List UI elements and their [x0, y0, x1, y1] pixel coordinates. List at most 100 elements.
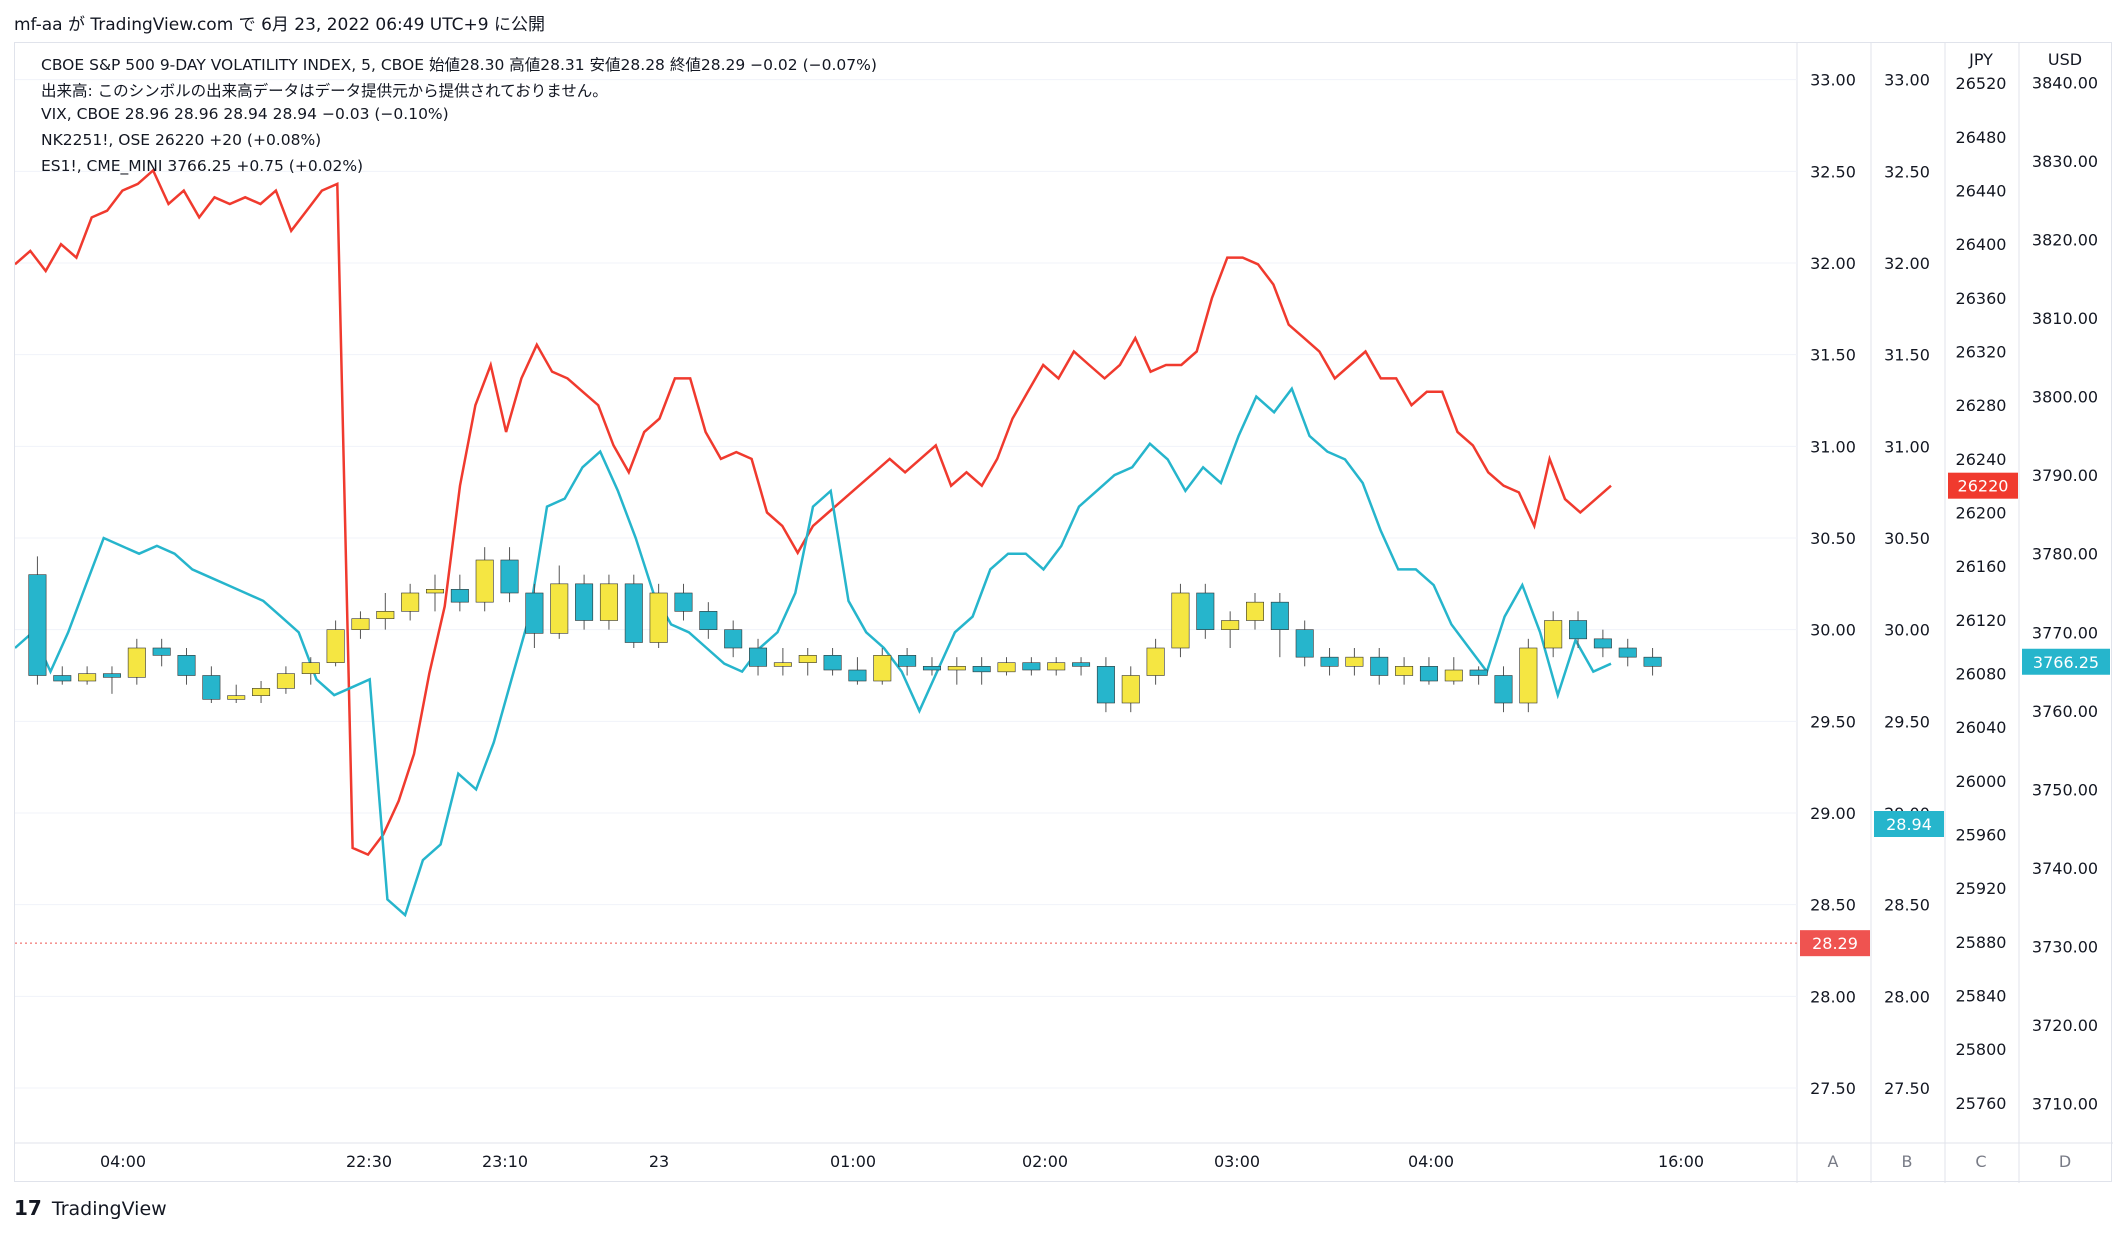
- vix-candle: [1295, 629, 1314, 658]
- vix-candle: [898, 655, 917, 667]
- vix-candle: [1320, 656, 1339, 667]
- axis-a-tick: 32.00: [1810, 254, 1856, 273]
- axis-a-tick: 31.50: [1810, 346, 1856, 365]
- vix-candle: [624, 583, 643, 643]
- axis-d-tick: 3720.00: [2032, 1016, 2098, 1035]
- axis-c-tick: 26280: [1956, 396, 2007, 415]
- axis-c-tick: 26040: [1956, 718, 2007, 737]
- vix-candle: [873, 655, 892, 682]
- axis-c-tick: 26120: [1956, 611, 2007, 630]
- vix-candle: [152, 647, 171, 656]
- axis-a-tick: 29.00: [1810, 804, 1856, 823]
- vix-candle: [1593, 638, 1612, 649]
- axis-d-tick: 3780.00: [2032, 545, 2098, 564]
- axis-d-tick: 3790.00: [2032, 466, 2098, 485]
- x-tick-label: 04:00: [1408, 1152, 1454, 1171]
- axis-c-tick: 26440: [1956, 182, 2007, 201]
- axis-d-tick: 3730.00: [2032, 938, 2098, 957]
- vix-candle: [575, 583, 594, 621]
- publish-header: mf-aa が TradingView.com で 6月 23, 2022 06…: [14, 15, 545, 35]
- vix-candle: [823, 655, 842, 671]
- vix-candle: [1072, 662, 1091, 667]
- vix-candle: [1395, 666, 1414, 676]
- axis-d-tick: 3800.00: [2032, 388, 2098, 407]
- axis-c-tick: 26080: [1956, 664, 2007, 683]
- axis-c-tick: 25800: [1956, 1040, 2007, 1059]
- vix-candle: [1494, 675, 1513, 704]
- nk-series-line: [15, 168, 1612, 857]
- axis-a-tick: 30.50: [1810, 529, 1856, 548]
- axis-d-unit: USD: [2048, 50, 2082, 69]
- axis-d-tick: 3810.00: [2032, 309, 2098, 328]
- vix-candle: [1643, 656, 1662, 667]
- vix-candle: [947, 666, 966, 671]
- vix-candle: [1047, 662, 1066, 671]
- vix-candle: [1270, 601, 1289, 630]
- axis-a-last-badge: 28.29: [1812, 934, 1858, 953]
- vix-candle: [177, 655, 196, 676]
- vix-candle: [599, 583, 618, 621]
- vix-candle: [649, 592, 668, 643]
- axis-c-tick: 25920: [1956, 879, 2007, 898]
- axis-c-last-badge-bg: [1948, 472, 2018, 499]
- x-tick-label: 04:00: [100, 1152, 146, 1171]
- legend-volume: 出来高: このシンボルの出来高データはデータ提供元から提供されておりません。: [41, 82, 608, 100]
- vix-candle: [1246, 601, 1264, 621]
- legend-nk: NK2251!, OSE 26220 +20 (+0.08%): [41, 131, 322, 149]
- legend-vix9d: CBOE S&P 500 9-DAY VOLATILITY INDEX, 5, …: [41, 56, 877, 74]
- x-tick-label: 22:30: [346, 1152, 392, 1171]
- vix-candle: [749, 647, 768, 667]
- axis-d-tick: 3770.00: [2032, 623, 2098, 642]
- axis-a-last-badge-bg: [1800, 930, 1870, 957]
- axis-a-tick: 29.50: [1810, 712, 1856, 731]
- chart-svg: 33.00 33.00 32.50 32.50 32.00 32.00 31.50 31.50…: [15, 43, 2113, 1183]
- vix-candle: [972, 666, 991, 673]
- axis-d-last-badge: 3766.25: [2033, 653, 2099, 672]
- vix-candle: [699, 611, 718, 630]
- axis-c-tick: 26200: [1956, 504, 2007, 523]
- axis-c-tick: 25960: [1956, 825, 2007, 844]
- axis-d-tick: 3840.00: [2032, 73, 2098, 92]
- axis-c-tick: 26320: [1956, 343, 2007, 362]
- axis-a-tick: 30.00: [1810, 621, 1856, 640]
- vix-candle: [1469, 669, 1488, 676]
- vix-candle: [1618, 647, 1637, 658]
- axis-c-label: C: [1975, 1152, 1986, 1171]
- vix-candle: [1096, 666, 1115, 704]
- x-tick-label: 01:00: [830, 1152, 876, 1171]
- axis-c-tick: 25880: [1956, 933, 2007, 952]
- axis-d-tick: 3750.00: [2032, 780, 2098, 799]
- axis-c-tick: 26160: [1956, 557, 2007, 576]
- axis-b-label: B: [1902, 1152, 1913, 1171]
- axis-b-last-badge: 28.94: [1886, 815, 1932, 834]
- axis-d-label: D: [2059, 1152, 2071, 1171]
- x-tick-label: 16:00: [1658, 1152, 1704, 1171]
- axis-c-tick: 26480: [1956, 128, 2007, 147]
- chart-pane[interactable]: 33.00 33.00 32.50 32.50 32.00 32.00 31.50 31.50…: [14, 42, 2113, 1183]
- x-tick-label: 23: [649, 1152, 669, 1171]
- vix-candle: [1370, 656, 1389, 676]
- axis-d-tick: 3710.00: [2032, 1095, 2098, 1114]
- vix-candle: [102, 673, 121, 678]
- axis-a-tick: 27.50: [1810, 1079, 1856, 1098]
- vix-candle: [351, 618, 370, 630]
- vix-candle: [1196, 592, 1215, 630]
- vix-candle: [127, 647, 146, 678]
- axis-a-tick: 33.00: [1810, 71, 1856, 90]
- axis-b-tick: 31.50: [1884, 346, 1930, 365]
- axis-a-tick: 28.50: [1810, 896, 1856, 915]
- vix-candle: [1345, 656, 1364, 667]
- axis-b-tick: 32.00: [1884, 254, 1930, 273]
- x-tick-label: 02:00: [1022, 1152, 1068, 1171]
- vix-candle: [1221, 620, 1240, 630]
- vix-candle: [78, 673, 97, 682]
- x-tick-label: 23:10: [482, 1152, 528, 1171]
- legend-vix: VIX, CBOE 28.96 28.96 28.94 28.94 −0.03 …: [41, 105, 449, 123]
- vix-candle: [1569, 620, 1588, 640]
- axis-c-tick: 26400: [1956, 235, 2007, 254]
- vix-candle: [674, 592, 693, 612]
- vix-candle: [1544, 620, 1563, 649]
- vix-candle: [798, 655, 817, 663]
- vix-candle: [1146, 647, 1165, 676]
- axis-a-tick: 28.00: [1810, 987, 1856, 1006]
